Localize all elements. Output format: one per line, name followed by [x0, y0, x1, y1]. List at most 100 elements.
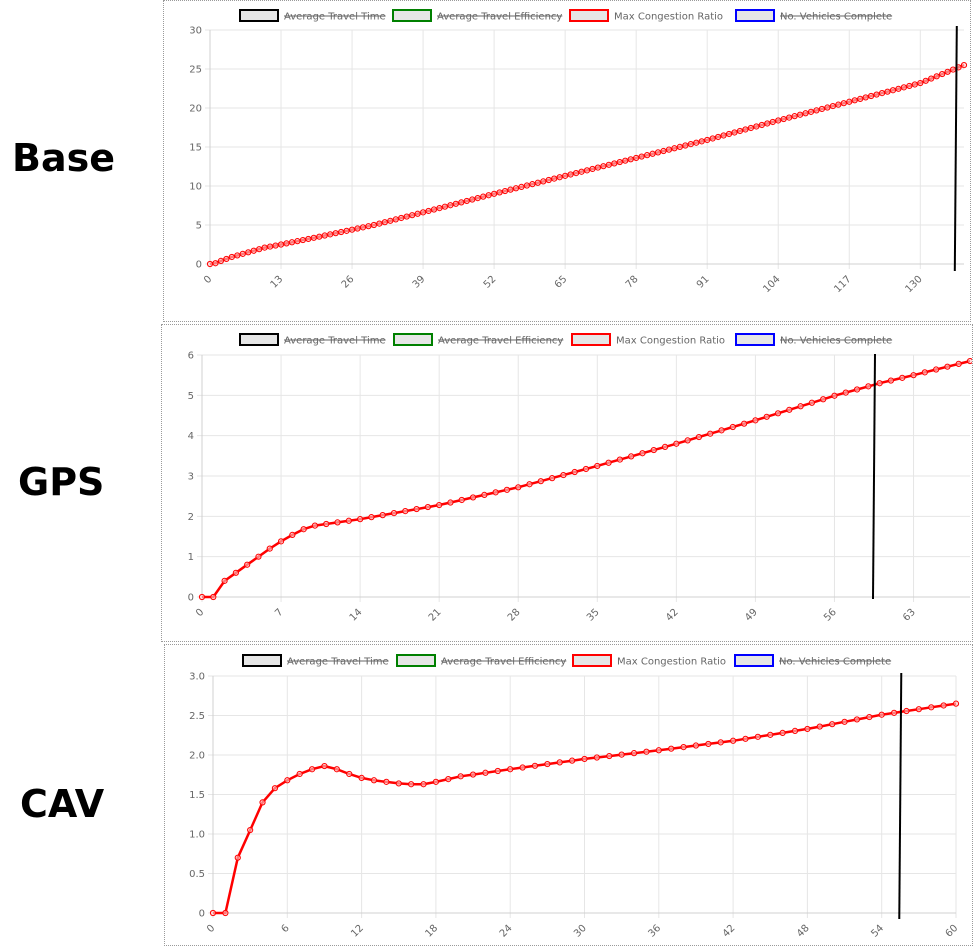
data-point[interactable]: [562, 172, 569, 179]
data-point[interactable]: [452, 200, 459, 207]
data-point[interactable]: [338, 228, 345, 236]
data-point[interactable]: [725, 130, 733, 138]
data-point[interactable]: [474, 194, 481, 202]
data-point[interactable]: [665, 146, 673, 153]
data-point[interactable]: [348, 226, 356, 233]
data-point[interactable]: [873, 91, 880, 98]
data-point[interactable]: [272, 242, 279, 249]
data-point[interactable]: [445, 775, 452, 783]
legend-item-label[interactable]: Max Congestion Ratio: [614, 12, 723, 23]
data-point[interactable]: [308, 766, 316, 773]
data-point[interactable]: [232, 569, 239, 576]
data-point[interactable]: [447, 202, 454, 209]
data-point[interactable]: [441, 203, 449, 210]
data-point[interactable]: [605, 161, 612, 168]
data-point[interactable]: [544, 760, 551, 768]
data-point[interactable]: [491, 190, 498, 197]
data-point[interactable]: [829, 102, 836, 110]
legend-item-label[interactable]: Average Travel Time: [287, 657, 389, 668]
data-point[interactable]: [492, 489, 499, 496]
data-point[interactable]: [266, 545, 273, 552]
data-point[interactable]: [594, 164, 602, 171]
data-point[interactable]: [560, 471, 567, 479]
data-point[interactable]: [729, 423, 736, 431]
data-point[interactable]: [540, 178, 547, 185]
data-point[interactable]: [447, 499, 454, 506]
data-point[interactable]: [939, 70, 946, 78]
data-point[interactable]: [343, 227, 350, 234]
data-point[interactable]: [359, 224, 367, 231]
data-point[interactable]: [915, 706, 922, 713]
data-point[interactable]: [507, 766, 514, 773]
data-point[interactable]: [853, 386, 861, 393]
data-point[interactable]: [753, 123, 760, 130]
data-point[interactable]: [206, 260, 214, 268]
data-point[interactable]: [758, 121, 765, 129]
data-point[interactable]: [392, 216, 399, 223]
data-point[interactable]: [234, 252, 241, 259]
data-point[interactable]: [671, 145, 678, 152]
data-point[interactable]: [895, 85, 902, 92]
data-point[interactable]: [676, 143, 683, 150]
data-point[interactable]: [742, 735, 749, 742]
data-point[interactable]: [551, 175, 558, 182]
data-point[interactable]: [876, 380, 883, 387]
data-point[interactable]: [247, 826, 254, 834]
data-point[interactable]: [616, 158, 623, 166]
data-point[interactable]: [569, 757, 576, 764]
data-point[interactable]: [250, 247, 257, 254]
legend-swatch[interactable]: [239, 333, 279, 346]
data-point[interactable]: [501, 187, 509, 195]
data-point[interactable]: [865, 383, 872, 390]
data-point[interactable]: [482, 769, 489, 776]
data-point[interactable]: [556, 174, 563, 181]
data-point[interactable]: [310, 234, 317, 241]
data-point[interactable]: [469, 771, 477, 778]
data-point[interactable]: [288, 239, 296, 246]
data-point[interactable]: [846, 98, 853, 105]
legend-item-label[interactable]: No. Vehicles Complete: [780, 12, 892, 23]
data-point[interactable]: [775, 117, 782, 124]
data-point[interactable]: [944, 68, 951, 75]
data-point[interactable]: [458, 496, 465, 504]
data-point[interactable]: [436, 501, 443, 509]
data-point[interactable]: [650, 446, 657, 454]
data-point[interactable]: [786, 406, 793, 413]
data-point[interactable]: [754, 733, 761, 740]
data-point[interactable]: [655, 747, 662, 754]
data-point[interactable]: [321, 232, 328, 239]
data-point[interactable]: [695, 433, 703, 441]
data-point[interactable]: [649, 150, 656, 157]
legend-item-label[interactable]: Max Congestion Ratio: [617, 657, 726, 668]
data-point[interactable]: [764, 120, 771, 127]
data-point[interactable]: [210, 593, 217, 601]
data-point[interactable]: [323, 520, 330, 528]
data-point[interactable]: [952, 700, 960, 707]
data-point[interactable]: [851, 97, 858, 104]
data-point[interactable]: [259, 799, 266, 806]
data-point[interactable]: [868, 92, 875, 100]
data-point[interactable]: [537, 478, 544, 485]
data-point[interactable]: [321, 762, 328, 770]
data-point[interactable]: [944, 363, 951, 370]
data-point[interactable]: [857, 95, 864, 102]
data-point[interactable]: [693, 139, 700, 146]
data-point[interactable]: [709, 135, 716, 142]
data-point[interactable]: [345, 517, 352, 524]
data-point[interactable]: [334, 519, 341, 526]
data-point[interactable]: [840, 100, 847, 107]
data-point[interactable]: [786, 114, 793, 121]
legend-swatch[interactable]: [392, 9, 432, 22]
data-point[interactable]: [862, 94, 869, 101]
data-point[interactable]: [804, 725, 811, 733]
legend-item-label[interactable]: Average Travel Time: [284, 336, 386, 347]
legend-item-label[interactable]: Average Travel Efficiency: [437, 12, 562, 23]
data-point[interactable]: [198, 593, 206, 601]
data-point[interactable]: [379, 512, 386, 519]
data-point[interactable]: [687, 141, 694, 148]
data-point[interactable]: [763, 413, 770, 420]
data-point[interactable]: [494, 767, 501, 775]
data-point[interactable]: [966, 357, 972, 365]
data-point[interactable]: [818, 105, 826, 113]
data-point[interactable]: [593, 754, 600, 761]
